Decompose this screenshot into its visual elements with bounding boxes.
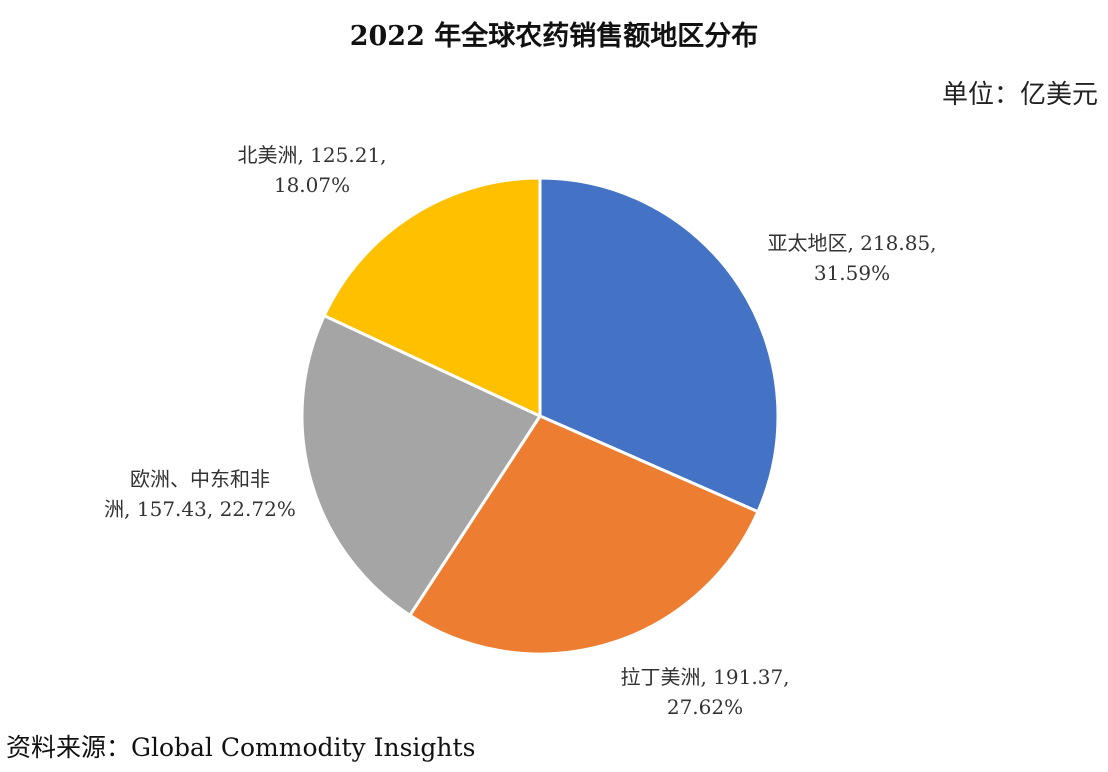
pie-slice xyxy=(538,176,780,514)
slice-data-label: 27.62% xyxy=(667,695,743,719)
slice-data-label: 拉丁美洲, 191.37, xyxy=(620,665,789,689)
slice-data-label: 亚太地区, 218.85, xyxy=(767,231,936,255)
pie-slice xyxy=(408,414,760,656)
pie-slice xyxy=(300,314,542,617)
chart-title: 2022 年全球农药销售额地区分布 xyxy=(349,21,759,52)
slice-data-label: 欧洲、中东和非 xyxy=(130,467,270,491)
source-note: 资料来源：Global Commodity Insights xyxy=(6,733,476,762)
slice-data-label: 31.59% xyxy=(814,261,890,285)
unit-label: 单位：亿美元 xyxy=(941,80,1098,110)
pie-slice xyxy=(322,176,542,418)
slice-data-label: 18.07% xyxy=(274,173,350,197)
slice-data-label: 洲, 157.43, 22.72% xyxy=(104,497,296,521)
slice-data-label: 北美洲, 125.21, xyxy=(237,143,386,167)
